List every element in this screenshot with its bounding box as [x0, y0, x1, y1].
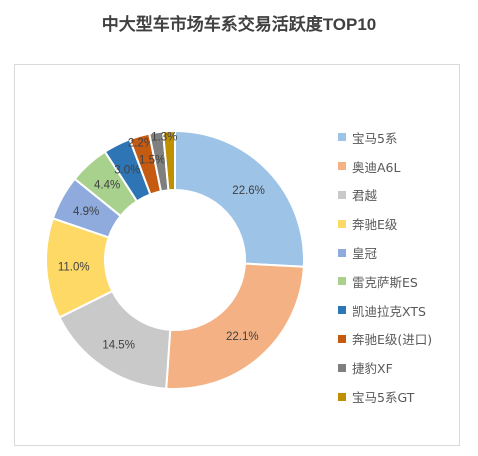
legend-item-1: 宝马5系 — [338, 123, 468, 152]
legend-item-3: 君越 — [338, 181, 468, 210]
data-label-4: 11.0% — [58, 262, 90, 274]
legend-item-4: 奔驰E级 — [338, 209, 468, 238]
data-label-3: 14.5% — [102, 339, 135, 351]
legend-label: 宝马5系GT — [352, 390, 415, 406]
donut-slice-2 — [165, 262, 305, 390]
legend-label: 君越 — [352, 188, 378, 204]
legend-item-7: 凯迪拉克XTS — [338, 296, 468, 325]
data-label-8: 2.2% — [128, 137, 154, 149]
legend-item-2: 奥迪A6L — [338, 152, 468, 181]
legend-item-9: 捷豹XF — [338, 353, 468, 382]
legend-swatch — [338, 219, 346, 228]
data-label-5: 4.9% — [73, 206, 99, 218]
chart-legend: 宝马5系奥迪A6L 君越奔驰E级皇冠雷克萨斯ES 凯迪拉克XTS 奔驰E级(进口) 捷豹… — [338, 123, 468, 411]
legend-label: 宝马5系 — [352, 130, 398, 146]
legend-item-10: 宝马5系GT — [338, 382, 468, 411]
legend-item-6: 雷克萨斯ES — [338, 267, 468, 296]
data-label-7: 3.0% — [114, 164, 140, 176]
legend-label: 凯迪拉克XTS — [352, 303, 426, 319]
legend-swatch — [338, 363, 346, 372]
data-label-6: 4.4% — [94, 180, 120, 192]
legend-swatch — [338, 277, 346, 286]
data-label-2: 22.1% — [226, 331, 259, 343]
donut-slice-10 — [161, 129, 176, 192]
legend-label: 奔驰E级 — [352, 217, 398, 233]
legend-item-5: 皇冠 — [338, 238, 468, 267]
legend-label: 雷克萨斯ES — [352, 274, 418, 290]
legend-swatch — [338, 306, 346, 315]
legend-label: 皇冠 — [352, 246, 378, 262]
data-label-9: 1.5% — [139, 155, 165, 167]
donut-slice-1 — [174, 129, 305, 268]
legend-label: 捷豹XF — [352, 361, 393, 377]
legend-swatch — [338, 392, 346, 401]
legend-swatch — [338, 190, 346, 199]
legend-item-8: 奔驰E级(进口) — [338, 325, 468, 354]
data-label-10: 1.3% — [151, 132, 177, 144]
legend-swatch — [338, 248, 346, 257]
legend-label: 奥迪A6L — [352, 159, 401, 175]
chart-frame — [14, 64, 460, 446]
legend-swatch — [338, 133, 346, 142]
legend-label: 奔驰E级(进口) — [352, 332, 433, 348]
data-label-1: 22.6% — [232, 185, 265, 197]
chart-title: 中大型车市场车系交易活跃度TOP10 — [101, 15, 377, 34]
legend-swatch — [338, 162, 346, 171]
legend-swatch — [338, 334, 346, 343]
